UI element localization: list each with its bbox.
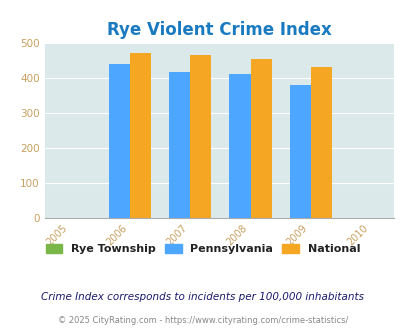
Bar: [289, 85, 310, 218]
Bar: [310, 67, 331, 218]
Bar: [229, 74, 250, 218]
Text: © 2025 CityRating.com - https://www.cityrating.com/crime-statistics/: © 2025 CityRating.com - https://www.city…: [58, 315, 347, 325]
Bar: [250, 59, 271, 218]
Bar: [169, 72, 190, 218]
Bar: [190, 55, 211, 218]
Legend: Rye Township, Pennsylvania, National: Rye Township, Pennsylvania, National: [41, 239, 364, 258]
Bar: [109, 64, 130, 218]
Bar: [130, 53, 151, 218]
Text: Crime Index corresponds to incidents per 100,000 inhabitants: Crime Index corresponds to incidents per…: [41, 292, 364, 302]
Title: Rye Violent Crime Index: Rye Violent Crime Index: [107, 20, 331, 39]
